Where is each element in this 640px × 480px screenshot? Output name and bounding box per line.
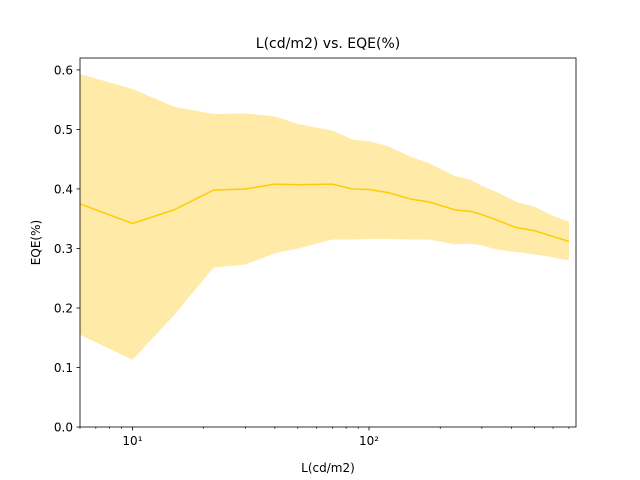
x-axis: 10¹ 10² — [79, 427, 570, 448]
y-tick-label: 0.3 — [54, 242, 73, 256]
x-axis-label: L(cd/m2) — [301, 461, 355, 475]
y-tick-label: 0.5 — [54, 123, 73, 137]
y-tick-label: 0.0 — [54, 421, 73, 435]
chart-title: L(cd/m2) vs. EQE(%) — [256, 36, 400, 52]
x-tick-label: 10¹ — [122, 434, 142, 448]
y-axis: 0.0 0.1 0.2 0.3 0.4 0.5 0.6 — [54, 63, 80, 435]
y-tick-label: 0.2 — [54, 301, 73, 315]
y-tick-label: 0.4 — [54, 182, 73, 196]
y-tick-label: 0.6 — [54, 63, 73, 77]
axes-frame — [79, 57, 577, 428]
confidence-band — [80, 74, 569, 360]
y-axis-label: EQE(%) — [29, 220, 43, 265]
x-tick-label: 10² — [359, 434, 379, 448]
plot-area — [79, 74, 570, 360]
y-tick-label: 0.1 — [54, 361, 73, 375]
series-line — [79, 183, 570, 243]
